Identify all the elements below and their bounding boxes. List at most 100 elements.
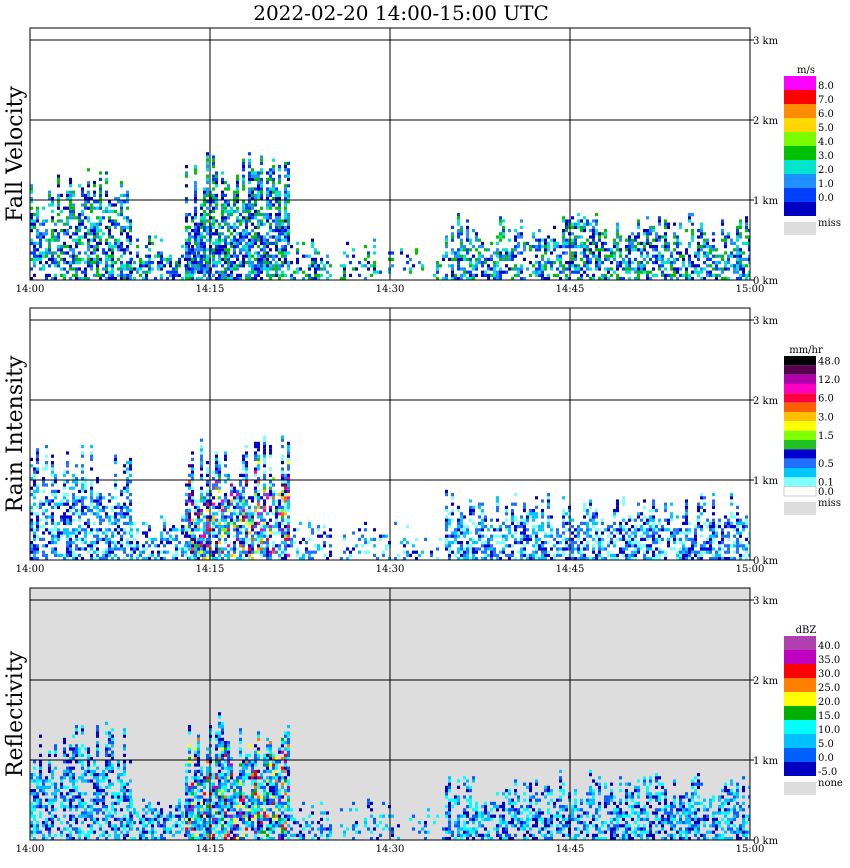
precip-cell — [343, 550, 346, 554]
precip-cell — [78, 537, 81, 541]
precip-cell — [133, 544, 136, 548]
precip-cell — [724, 544, 727, 548]
precip-cell — [706, 270, 709, 274]
precip-cell — [478, 528, 481, 532]
precip-cell — [117, 505, 120, 509]
precip-cell — [75, 537, 78, 541]
precip-cell — [66, 232, 69, 236]
precip-cell — [66, 521, 69, 525]
precip-cell — [245, 248, 248, 252]
precip-cell — [676, 245, 679, 249]
precip-cell — [257, 515, 260, 519]
precip-cell — [730, 502, 733, 506]
precip-cell — [496, 534, 499, 538]
precip-cell — [263, 457, 266, 461]
precip-cell — [245, 480, 248, 484]
precip-cell — [547, 553, 550, 557]
precip-cell — [646, 216, 649, 220]
precip-cell — [185, 245, 188, 249]
precip-cell — [114, 496, 117, 500]
precip-cell — [472, 547, 475, 551]
precip-cell — [565, 277, 568, 280]
precip-cell — [469, 537, 472, 541]
precip-cell — [613, 245, 616, 249]
precip-cell — [203, 515, 206, 519]
precip-cell — [550, 525, 553, 529]
precip-cell — [517, 541, 520, 545]
precip-cell — [194, 190, 197, 194]
precip-cell — [99, 509, 102, 513]
precip-cell — [30, 814, 33, 818]
precip-cell — [502, 537, 505, 541]
precip-cell — [691, 235, 694, 239]
precip-cell — [63, 557, 66, 560]
precip-cell — [571, 550, 574, 554]
precip-cell — [257, 222, 260, 226]
precip-cell — [290, 277, 293, 280]
precip-cell — [215, 238, 218, 242]
precip-cell — [120, 515, 123, 519]
precip-cell — [664, 518, 667, 522]
precip-cell — [221, 499, 224, 503]
precip-cell — [469, 550, 472, 554]
precip-cell — [263, 435, 266, 439]
precip-cell — [215, 531, 218, 535]
precip-cell — [538, 270, 541, 274]
precip-cell — [51, 817, 54, 821]
precip-cell — [36, 547, 39, 551]
precip-cell — [45, 518, 48, 522]
precip-cell — [236, 277, 239, 280]
precip-cell — [589, 515, 592, 519]
x-tick-label: 14:00 — [16, 284, 45, 295]
precip-cell — [628, 557, 631, 560]
precip-cell — [595, 512, 598, 516]
precip-cell — [33, 808, 36, 812]
precip-cell — [227, 257, 230, 261]
precip-cell — [748, 235, 750, 239]
precip-cell — [260, 518, 263, 522]
precip-cell — [221, 502, 224, 506]
precip-cell — [730, 525, 733, 529]
precip-cell — [583, 229, 586, 233]
precip-cell — [224, 235, 227, 239]
precip-cell — [200, 245, 203, 249]
precip-cell — [191, 489, 194, 493]
precip-cell — [700, 528, 703, 532]
precip-cell — [245, 473, 248, 477]
precip-cell — [278, 229, 281, 233]
precip-cell — [667, 518, 670, 522]
precip-cell — [269, 528, 272, 532]
precip-cell — [709, 257, 712, 261]
precip-cell — [81, 277, 84, 280]
precip-cell — [679, 267, 682, 271]
precip-cell — [36, 782, 39, 786]
precip-cell — [544, 251, 547, 255]
precip-cell — [248, 531, 251, 535]
precip-cell — [36, 798, 39, 802]
precip-cell — [84, 235, 87, 239]
precip-cell — [475, 267, 478, 271]
precip-cell — [472, 277, 475, 280]
precip-cell — [57, 213, 60, 217]
precip-cell — [646, 273, 649, 277]
precip-cell — [206, 248, 209, 252]
precip-cell — [358, 528, 361, 532]
precip-cell — [562, 550, 565, 554]
precip-cell — [78, 277, 81, 280]
precip-cell — [123, 557, 126, 560]
precip-cell — [580, 225, 583, 229]
precip-cell — [242, 165, 245, 169]
precip-cell — [126, 505, 129, 509]
precip-cell — [673, 232, 676, 236]
precip-cell — [54, 753, 57, 757]
precip-cell — [478, 238, 481, 242]
precip-cell — [33, 261, 36, 265]
precip-cell — [616, 277, 619, 280]
precip-cell — [511, 248, 514, 252]
precip-cell — [278, 525, 281, 529]
precip-cell — [224, 203, 227, 207]
precip-cell — [562, 547, 565, 551]
precip-cell — [78, 225, 81, 229]
precip-cell — [96, 477, 99, 481]
precip-cell — [51, 805, 54, 809]
